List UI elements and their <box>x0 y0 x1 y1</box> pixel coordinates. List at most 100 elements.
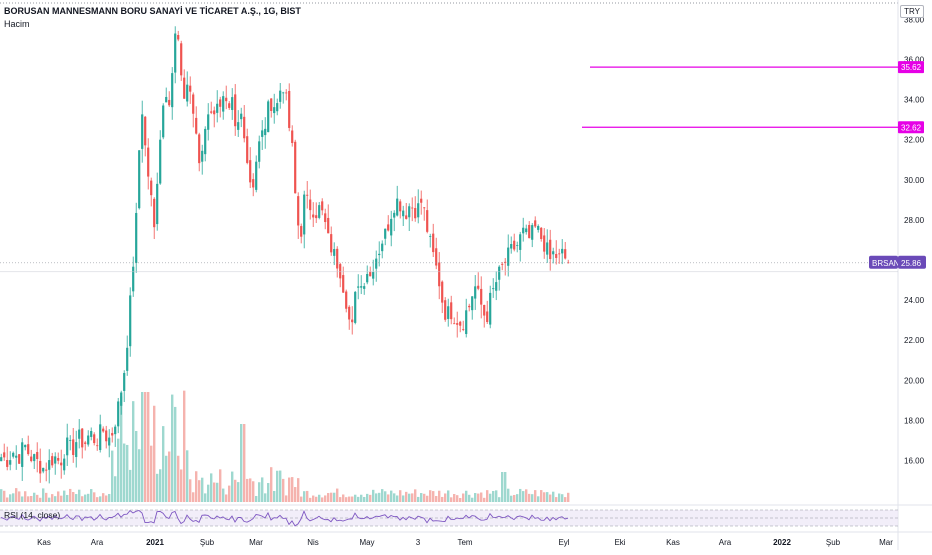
candle <box>225 85 228 110</box>
volume-bar <box>429 490 432 502</box>
candle <box>219 96 222 118</box>
candle-body <box>288 90 291 128</box>
candle <box>276 98 279 116</box>
volume-bar <box>528 493 531 502</box>
candle-body <box>234 94 237 127</box>
candle <box>486 300 489 325</box>
candle-body <box>417 203 420 218</box>
candle <box>366 265 369 285</box>
candle <box>342 266 345 294</box>
volume-bar <box>192 492 195 502</box>
volume-bar <box>15 488 18 502</box>
candle-body <box>42 467 45 472</box>
rsi-label: RSI (14, close) <box>4 510 61 520</box>
candle-body <box>336 248 339 269</box>
candle <box>489 285 492 329</box>
candle-body <box>57 457 60 461</box>
candle <box>249 147 252 189</box>
candle-body <box>513 240 516 250</box>
candle <box>552 247 555 264</box>
candle <box>492 278 495 298</box>
volume-bar <box>78 489 81 502</box>
candle-body <box>432 233 435 253</box>
candle-body <box>381 243 384 252</box>
volume-bar <box>510 495 513 502</box>
candle <box>195 106 198 135</box>
candle-body <box>222 96 225 112</box>
volume-bar <box>339 497 342 502</box>
volume-bar <box>48 497 51 502</box>
candle-body <box>504 261 507 263</box>
candle <box>444 297 447 322</box>
candle <box>504 258 507 276</box>
volume-bar <box>420 493 423 502</box>
volume-bar <box>534 490 537 502</box>
candle-body <box>93 434 96 444</box>
candle-body <box>231 97 234 110</box>
candle <box>423 207 426 221</box>
candle <box>183 69 186 99</box>
volume-bar <box>459 497 462 502</box>
currency-badge[interactable]: TRY <box>900 5 924 18</box>
candle-body <box>159 139 162 184</box>
candle <box>447 298 450 327</box>
candle-body <box>489 292 492 325</box>
volume-bar <box>381 489 384 502</box>
candle-body <box>459 321 462 326</box>
volume-bar <box>489 493 492 502</box>
volume-bar <box>99 496 102 502</box>
candle <box>345 289 348 313</box>
candle <box>429 233 432 248</box>
candle-body <box>480 288 483 305</box>
candle-body <box>240 113 243 120</box>
volume-bar <box>558 493 561 502</box>
candle-body <box>156 183 159 225</box>
volume-bar <box>204 493 207 502</box>
candle <box>282 91 285 104</box>
candle-body <box>0 457 3 462</box>
candle <box>534 216 537 228</box>
volume-bar <box>456 495 459 502</box>
candle <box>543 228 546 259</box>
volume-bar <box>156 473 159 502</box>
candle <box>294 139 297 194</box>
candle <box>21 438 24 481</box>
candle-body <box>444 300 447 320</box>
candle-body <box>255 161 258 190</box>
candle-body <box>24 444 27 448</box>
candle-body <box>402 210 405 217</box>
volume-bar <box>90 489 93 502</box>
candle-body <box>384 228 387 239</box>
symbol-badge-label: BRSAN <box>872 259 900 268</box>
horizontal-line-label: 32.62 <box>901 123 922 132</box>
candle <box>456 311 459 338</box>
candle <box>30 449 33 463</box>
candle-body <box>258 141 261 162</box>
volume-bar <box>216 482 219 502</box>
candle <box>510 236 513 254</box>
candle-body <box>312 214 315 218</box>
candle-body <box>267 101 270 133</box>
candle <box>327 204 330 234</box>
candle-body <box>327 217 330 234</box>
volume-bar <box>114 476 117 502</box>
candle-body <box>399 201 402 212</box>
candle-body <box>246 136 249 163</box>
candle <box>192 92 195 128</box>
time-tick-label: 2022 <box>773 538 791 547</box>
volume-bar <box>516 494 519 502</box>
volume-bar <box>501 472 504 502</box>
volume-bar <box>180 469 183 502</box>
candle-body <box>69 439 72 441</box>
candle <box>24 444 27 451</box>
volume-bar <box>306 490 309 502</box>
candle-body <box>351 319 354 323</box>
volume-bar <box>258 482 261 502</box>
candle-body <box>195 117 198 134</box>
volume-bar <box>120 396 123 502</box>
candle-body <box>318 205 321 218</box>
volume-bar <box>546 492 549 502</box>
candle-body <box>330 234 333 253</box>
candle <box>465 298 468 338</box>
